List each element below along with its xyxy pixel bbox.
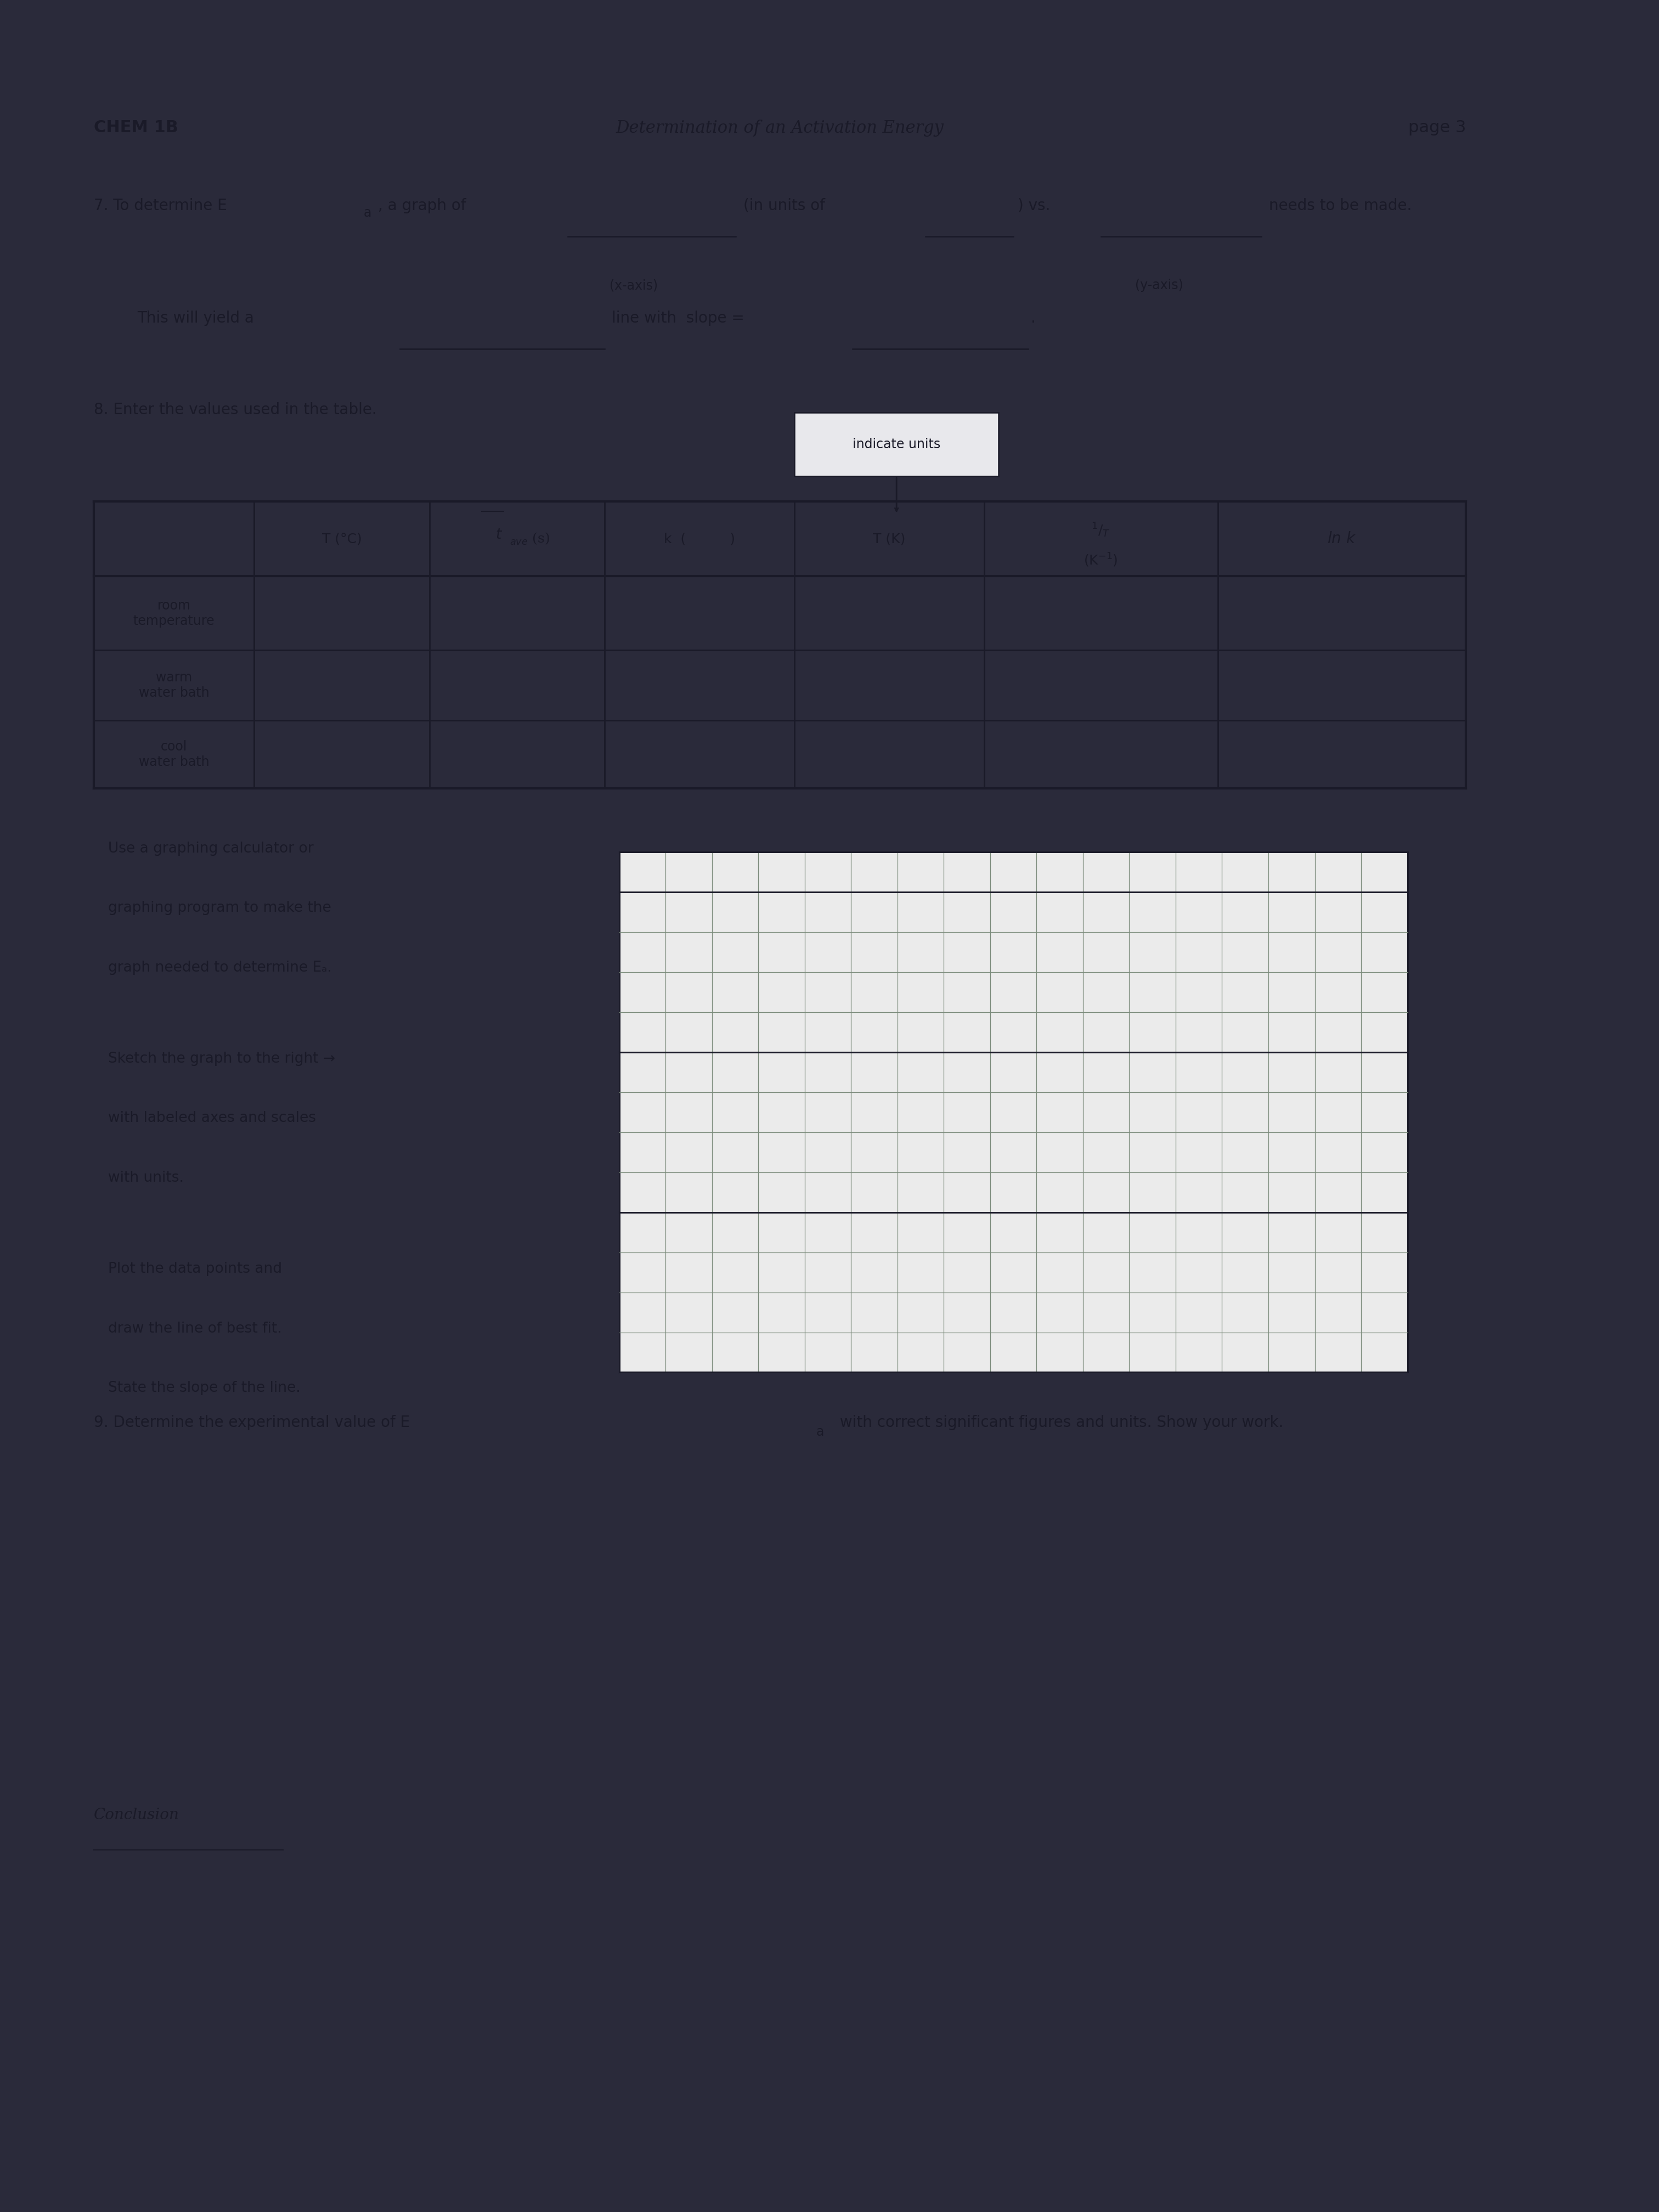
Text: a: a xyxy=(363,206,372,219)
Text: graph needed to determine Eₐ.: graph needed to determine Eₐ. xyxy=(108,960,332,975)
Text: room
temperature: room temperature xyxy=(133,599,214,628)
Text: line with  slope =: line with slope = xyxy=(612,310,745,325)
Text: $t$: $t$ xyxy=(494,529,503,542)
Text: $^{1}/_{T}$: $^{1}/_{T}$ xyxy=(1092,522,1110,540)
Text: cool
water bath: cool water bath xyxy=(139,741,209,768)
Text: State the slope of the line.: State the slope of the line. xyxy=(108,1380,300,1396)
Text: T (°C): T (°C) xyxy=(322,533,362,546)
Text: 9. Determine the experimental value of E: 9. Determine the experimental value of E xyxy=(93,1416,410,1431)
Text: (y-axis): (y-axis) xyxy=(1135,279,1183,292)
Text: (K$^{-1}$): (K$^{-1}$) xyxy=(1083,551,1118,568)
Text: (in units of: (in units of xyxy=(743,199,825,212)
Text: graphing program to make the: graphing program to make the xyxy=(108,900,332,916)
Text: Plot the data points and: Plot the data points and xyxy=(108,1261,282,1276)
Text: warm
water bath: warm water bath xyxy=(139,670,209,699)
Text: Sketch the graph to the right →: Sketch the graph to the right → xyxy=(108,1051,335,1066)
Text: with labeled axes and scales: with labeled axes and scales xyxy=(108,1110,317,1126)
Text: Use a graphing calculator or: Use a graphing calculator or xyxy=(108,841,314,856)
Text: , a graph of: , a graph of xyxy=(378,199,466,212)
Text: Conclusion: Conclusion xyxy=(93,1807,179,1823)
Text: ) vs.: ) vs. xyxy=(1017,199,1050,212)
Text: k  (          ): k ( ) xyxy=(664,533,735,546)
Text: page 3: page 3 xyxy=(1408,119,1467,135)
Text: T (K): T (K) xyxy=(873,533,906,546)
Text: with units.: with units. xyxy=(108,1170,184,1186)
Text: Determination of an Activation Energy: Determination of an Activation Energy xyxy=(615,119,944,137)
Text: 8. Enter the values used in the table.: 8. Enter the values used in the table. xyxy=(93,403,377,418)
Text: a: a xyxy=(816,1425,825,1438)
Text: needs to be made.: needs to be made. xyxy=(1269,199,1412,212)
Text: CHEM 1B: CHEM 1B xyxy=(93,119,178,135)
Text: This will yield a: This will yield a xyxy=(138,310,254,325)
Text: $\mathit{ln}\ k$: $\mathit{ln}\ k$ xyxy=(1327,531,1357,546)
Text: indicate units: indicate units xyxy=(853,438,941,451)
Bar xyxy=(795,411,999,476)
Bar xyxy=(619,852,1407,1371)
Text: (x-axis): (x-axis) xyxy=(609,279,659,292)
Text: 7. To determine E: 7. To determine E xyxy=(93,199,227,212)
Text: with correct significant figures and units. Show your work.: with correct significant figures and uni… xyxy=(834,1416,1284,1431)
Text: $_{ave}$ (s): $_{ave}$ (s) xyxy=(509,531,549,546)
Text: .: . xyxy=(1030,310,1035,325)
Text: draw the line of best fit.: draw the line of best fit. xyxy=(108,1321,282,1336)
